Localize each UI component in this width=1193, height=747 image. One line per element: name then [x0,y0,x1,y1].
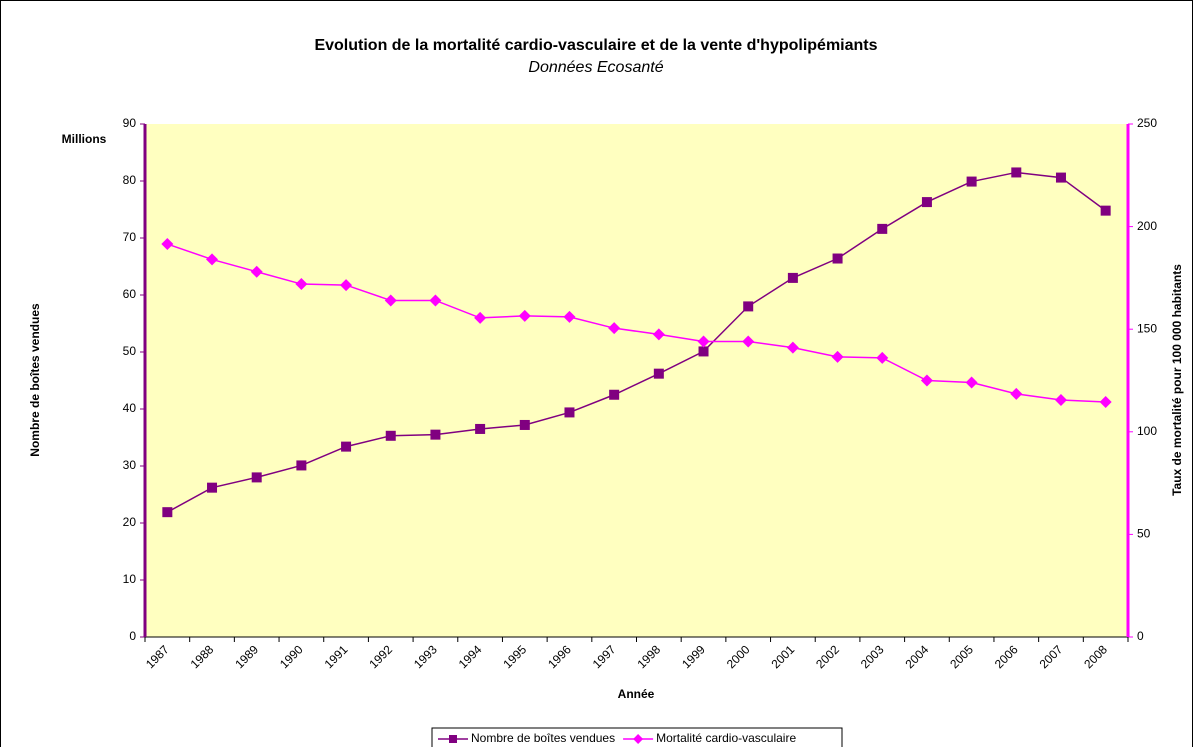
point [162,507,173,518]
point [475,423,486,434]
y-tick-label: 30 [123,458,137,472]
point [519,419,530,430]
y-axis-label: Nombre de boîtes vendues [28,303,42,457]
plot-area [145,124,1128,637]
y-tick-label: 50 [123,344,137,358]
point [877,223,888,234]
y2-tick-label: 100 [1137,424,1157,438]
point [1054,393,1067,406]
point [384,294,397,307]
point [921,197,932,208]
point [609,389,620,400]
y-tick-label: 0 [129,629,136,643]
y2-tick-label: 50 [1137,527,1151,541]
point [161,238,174,251]
y-tick-label: 80 [123,173,137,187]
y-tick-label: 20 [123,515,137,529]
point [296,460,307,471]
legend-swatch [449,735,457,743]
x-axis-label: Année [618,687,655,701]
point [1010,387,1023,400]
point [1011,167,1022,178]
point [786,341,799,354]
series-line [166,171,1107,513]
point [653,368,664,379]
legend-label: Mortalité cardio-vasculaire [656,731,796,745]
point [518,309,531,322]
point [920,374,933,387]
legend-swatch [633,734,644,744]
y2-tick-label: 0 [1137,629,1144,643]
point [787,272,798,283]
point [340,279,353,292]
point [251,472,262,483]
chart-title: Evolution de la mortalité cardio-vascula… [314,37,877,54]
point [1099,396,1112,409]
point [564,407,575,418]
point [207,482,218,493]
point [341,441,352,452]
point [743,301,754,312]
point [652,328,665,341]
y2-tick-label: 250 [1137,116,1157,130]
point [965,376,978,389]
point [876,351,889,364]
point [206,253,219,266]
point [698,346,709,357]
y-tick-label: 90 [123,116,137,130]
point [295,278,308,291]
point [1055,172,1066,183]
point [832,253,843,264]
point [250,265,263,278]
y-unit: Millions [62,132,107,146]
y2-tick-label: 200 [1137,219,1157,233]
y-tick-label: 70 [123,230,137,244]
point [429,294,442,307]
chart-subtitle: Données Ecosanté [528,59,663,76]
point [697,335,710,348]
y-tick-label: 60 [123,287,137,301]
y-tick-label: 40 [123,401,137,415]
legend-label: Nombre de boîtes vendues [471,731,615,745]
point [1100,205,1111,216]
point [563,310,576,323]
point [608,322,621,335]
point [430,429,441,440]
series-line [167,243,1106,403]
point [385,430,396,441]
point [742,335,755,348]
y2-axis-label: Taux de mortalité pour 100 000 habitants [1170,264,1184,496]
y-tick-label: 10 [123,572,137,586]
y2-tick-label: 150 [1137,321,1157,335]
point [831,350,844,363]
point [474,311,487,324]
point [966,176,977,187]
